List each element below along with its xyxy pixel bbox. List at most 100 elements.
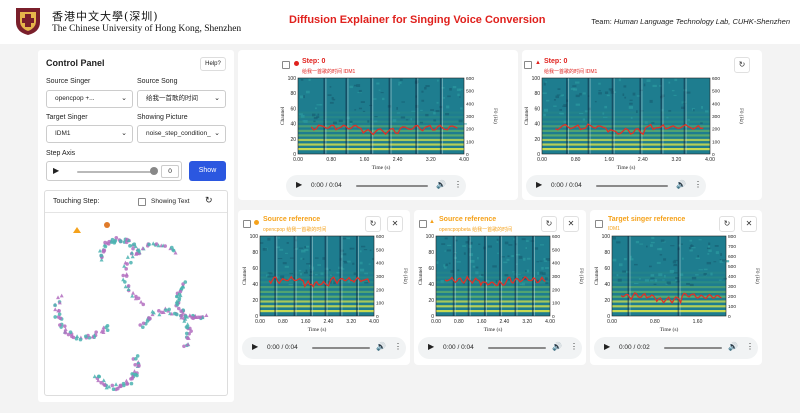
source-ref-2-audio-player[interactable]: ▶ 0:00 / 0:04 🔊 ⋮ (418, 337, 582, 359)
scatter-point[interactable] (183, 280, 188, 284)
scatter-point[interactable] (178, 289, 183, 294)
scatter-point[interactable] (58, 323, 62, 327)
scatter-point[interactable] (101, 327, 106, 332)
scatter-point[interactable] (136, 296, 141, 301)
source-song-select[interactable]: 给我一首歌的时间 ⌄ (137, 90, 226, 108)
refresh-icon[interactable]: ↻ (734, 57, 750, 73)
scatter-point[interactable] (101, 248, 106, 253)
scatter-point[interactable] (97, 248, 102, 253)
audio-progress-bar[interactable] (312, 347, 370, 349)
scatter-point[interactable] (174, 293, 179, 298)
scatter-point[interactable] (140, 246, 145, 251)
scatter-point[interactable] (135, 354, 140, 358)
scatter-point[interactable] (198, 315, 202, 320)
close-icon[interactable]: ✕ (741, 216, 757, 232)
audio-progress-bar[interactable] (488, 347, 546, 349)
scatter-point[interactable] (99, 329, 104, 334)
scatter-point[interactable] (118, 239, 123, 244)
scatter-point[interactable] (175, 312, 179, 317)
source-ref-1-audio-player[interactable]: ▶ 0:00 / 0:04 🔊 ⋮ (242, 337, 406, 359)
scatter-point[interactable] (137, 247, 142, 252)
scatter-point[interactable] (66, 332, 71, 337)
scatter-point[interactable] (185, 342, 190, 347)
scatter-point[interactable] (133, 362, 137, 367)
audio-progress-bar[interactable] (664, 347, 722, 349)
scatter-point[interactable] (180, 284, 185, 289)
scatter-point[interactable] (182, 318, 187, 323)
help-button[interactable]: Help? (200, 57, 226, 71)
volume-icon[interactable]: 🔊 (376, 342, 386, 351)
scatter-point[interactable] (103, 240, 107, 245)
scatter-point[interactable] (78, 337, 83, 342)
scatter-point[interactable] (130, 293, 135, 298)
scatter-point[interactable] (156, 243, 161, 248)
scatter-point[interactable] (128, 244, 132, 248)
source-ref-1-checkbox[interactable] (243, 220, 251, 228)
scatter-point[interactable] (133, 244, 138, 249)
scatter-point[interactable] (56, 315, 61, 319)
scatter-point[interactable] (114, 382, 119, 387)
play-icon[interactable]: ▶ (296, 180, 303, 189)
scatter-point[interactable] (137, 363, 141, 368)
target-singer-select[interactable]: IDM1 ⌄ (46, 125, 133, 143)
scatter-point[interactable] (141, 325, 145, 330)
scatter-point[interactable] (177, 292, 182, 297)
showing-text-checkbox[interactable] (138, 198, 146, 206)
scatter-point[interactable] (114, 235, 119, 240)
scatter-point[interactable] (83, 334, 88, 339)
scatter-point[interactable] (133, 296, 138, 301)
scatter-point[interactable] (189, 329, 193, 333)
scatter-point[interactable] (129, 381, 134, 386)
play-icon[interactable]: ▶ (604, 342, 611, 351)
scatter-point[interactable] (131, 290, 136, 295)
scatter-point[interactable] (74, 336, 79, 341)
scatter-point[interactable] (183, 314, 188, 319)
volume-icon[interactable]: 🔊 (436, 180, 446, 189)
more-options-icon[interactable]: ⋮ (694, 180, 702, 189)
scatter-point[interactable] (124, 378, 129, 383)
scatter-point[interactable] (99, 253, 103, 258)
scatter-point[interactable] (63, 330, 68, 335)
more-options-icon[interactable]: ⋮ (570, 342, 578, 351)
scatter-point[interactable] (96, 374, 101, 379)
scatter-point[interactable] (134, 356, 138, 361)
scatter-point[interactable] (184, 331, 189, 336)
scatter-point[interactable] (90, 334, 95, 339)
close-icon[interactable]: ✕ (387, 216, 403, 232)
scatter-point[interactable] (105, 328, 110, 332)
scatter-point[interactable] (163, 244, 167, 248)
scatter-point[interactable] (134, 251, 139, 256)
scatter-point[interactable] (173, 250, 178, 255)
scatter-point[interactable] (96, 378, 101, 383)
scatter-point[interactable] (138, 323, 143, 327)
scatter-point[interactable] (121, 277, 126, 282)
scatter-point[interactable] (123, 260, 128, 265)
step-card-1-checkbox[interactable] (282, 61, 290, 69)
scatter-point[interactable] (105, 324, 110, 328)
more-options-icon[interactable]: ⋮ (454, 180, 462, 189)
scatter-point[interactable] (179, 309, 183, 313)
scatter-point[interactable] (117, 384, 122, 389)
scatter-point[interactable] (151, 310, 156, 315)
scatter-point[interactable] (157, 309, 161, 313)
scatter-point[interactable] (126, 287, 131, 292)
scatter-point[interactable] (176, 306, 181, 311)
scatter-point[interactable] (130, 376, 135, 381)
play-icon[interactable]: ▶ (536, 180, 543, 189)
selected-circle-marker[interactable] (104, 222, 110, 228)
play-icon[interactable]: ▶ (53, 166, 60, 175)
scatter-point[interactable] (204, 313, 209, 318)
scatter-point[interactable] (139, 299, 144, 304)
step-card-2-audio-player[interactable]: ▶ 0:00 / 0:04 🔊 ⋮ (526, 175, 706, 197)
scatter-point[interactable] (161, 310, 166, 314)
scatter-point[interactable] (126, 238, 131, 243)
scatter-point[interactable] (179, 286, 184, 290)
scatter-point[interactable] (63, 327, 68, 332)
target-ref-checkbox[interactable] (595, 220, 603, 228)
scatter-point[interactable] (141, 321, 146, 326)
scatter-point[interactable] (124, 272, 129, 276)
scatter-point[interactable] (185, 336, 190, 340)
scatter-point[interactable] (112, 239, 117, 244)
scatter-point[interactable] (94, 330, 98, 334)
scatter-point[interactable] (147, 316, 151, 320)
